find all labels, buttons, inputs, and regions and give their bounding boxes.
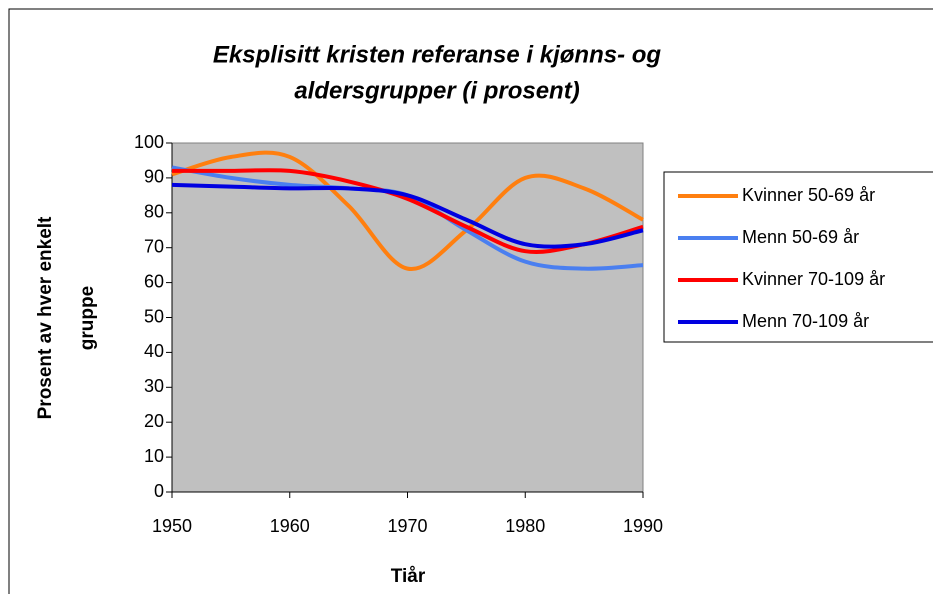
y-tick-label: 100: [134, 132, 164, 152]
y-tick-label: 20: [144, 411, 164, 431]
y-tick-label: 50: [144, 306, 164, 326]
x-tick-label: 1980: [505, 516, 545, 536]
plot-area: [171, 142, 644, 493]
x-tick-label: 1990: [623, 516, 663, 536]
y-tick-label: 0: [154, 481, 164, 501]
x-tick-label: 1970: [387, 516, 427, 536]
x-tick-label: 1950: [152, 516, 192, 536]
legend-label: Menn 50-69 år: [742, 227, 859, 247]
legend-label: Kvinner 70-109 år: [742, 269, 885, 289]
y-tick-label: 40: [144, 341, 164, 361]
legend: [663, 171, 933, 343]
y-tick-label: 90: [144, 167, 164, 187]
legend-label: Kvinner 50-69 år: [742, 185, 875, 205]
line: [171, 168, 644, 254]
y-tick-label: 10: [144, 446, 164, 466]
y-axis-label: gruppe: [77, 286, 98, 350]
y-tick-label: 60: [144, 271, 164, 291]
x-axis-label: Tiår: [391, 566, 426, 587]
chart-title: Eksplisitt kristen referanse i kjønns- o…: [213, 41, 661, 68]
y-axis-label: Prosent av hver enkelt: [35, 216, 56, 419]
x-tick-label: 1960: [270, 516, 310, 536]
y-tick-label: 80: [144, 202, 164, 222]
line: [171, 150, 644, 271]
legend-label: Menn 70-109 år: [742, 311, 869, 331]
line: [171, 182, 644, 249]
y-tick-label: 30: [144, 376, 164, 396]
chart-title: aldersgrupper (i prosent): [294, 77, 579, 104]
y-tick-label: 70: [144, 236, 164, 256]
